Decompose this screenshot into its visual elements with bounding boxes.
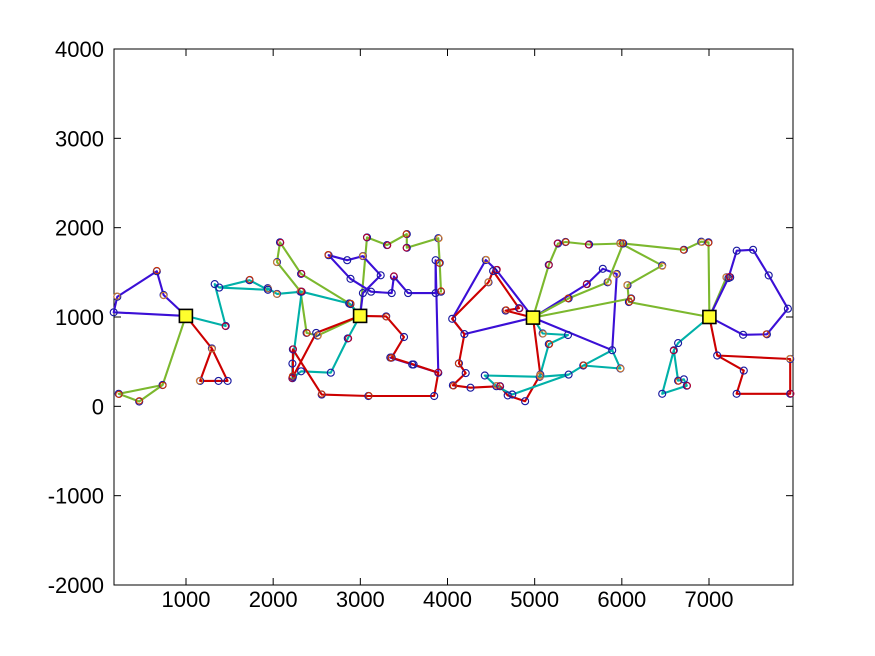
svg-text:1000: 1000: [162, 587, 211, 612]
svg-text:-2000: -2000: [48, 573, 104, 598]
svg-text:7000: 7000: [685, 587, 734, 612]
svg-text:0: 0: [92, 394, 104, 419]
svg-text:3000: 3000: [336, 587, 385, 612]
svg-text:5000: 5000: [510, 587, 559, 612]
svg-text:6000: 6000: [597, 587, 646, 612]
svg-text:4000: 4000: [55, 37, 104, 62]
svg-text:2000: 2000: [249, 587, 298, 612]
svg-text:2000: 2000: [55, 216, 104, 241]
svg-text:4000: 4000: [423, 587, 472, 612]
svg-text:1000: 1000: [55, 305, 104, 330]
svg-text:3000: 3000: [55, 126, 104, 151]
svg-text:-1000: -1000: [48, 484, 104, 509]
